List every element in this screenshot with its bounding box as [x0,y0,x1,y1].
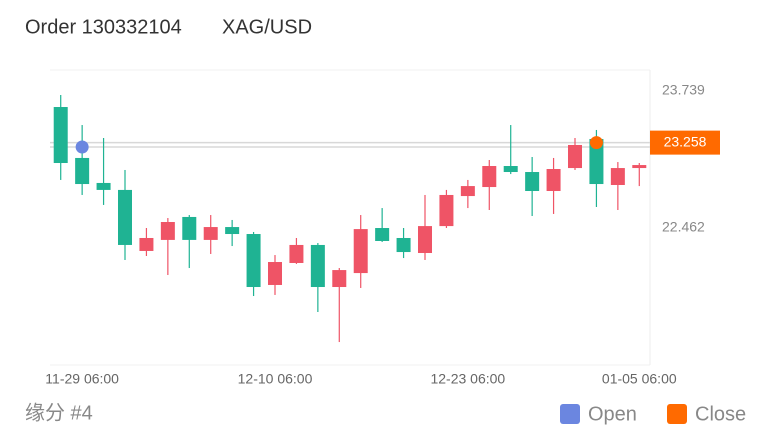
candle-body [53,107,68,164]
candle-body [396,237,411,253]
candle-body [610,168,625,185]
candle-body [203,227,218,240]
candle-body [546,169,561,192]
x-tick-label: 12-10 06:00 [238,371,313,387]
candle-body [439,194,454,227]
candle-body [310,244,325,288]
symbol: XAG/USD [222,16,312,38]
candle-body [75,157,90,185]
candle-body [268,262,282,285]
order-marker [589,136,603,150]
y-tick-label: 22.462 [662,219,705,235]
candle-body [503,166,518,173]
candle-body [353,229,368,274]
candle-body [525,172,540,192]
legend-label: Open [588,403,637,425]
order-marker [75,140,89,154]
price-label-box [650,130,720,155]
legend-swatch [667,404,687,424]
price-label: 23.258 [664,133,707,149]
footer-label: 缘分 #4 [25,401,93,424]
candle-body [632,165,647,169]
candle-body [589,138,604,185]
candle-body [289,244,304,263]
candle-body [418,226,432,254]
candle-body [246,234,261,288]
candle-body [139,237,154,251]
candle-body [332,270,347,288]
candle-body [160,222,175,240]
x-tick-label: 12-23 06:00 [430,371,505,387]
candle-body [482,166,497,188]
candle-body [568,144,582,169]
legend-swatch [560,404,580,424]
legend-label: Close [695,403,746,425]
candle-body [225,227,240,235]
candle-body [460,186,475,197]
candle-body [375,228,390,241]
x-tick-label: 01-05 06:00 [602,371,677,387]
x-tick-label: 11-29 06:00 [45,371,119,387]
candle-body [182,216,197,240]
candle-body [118,189,132,245]
candle-body [96,182,111,190]
y-tick-label: 23.739 [662,82,705,98]
order-title: Order 130332104 [25,16,182,38]
